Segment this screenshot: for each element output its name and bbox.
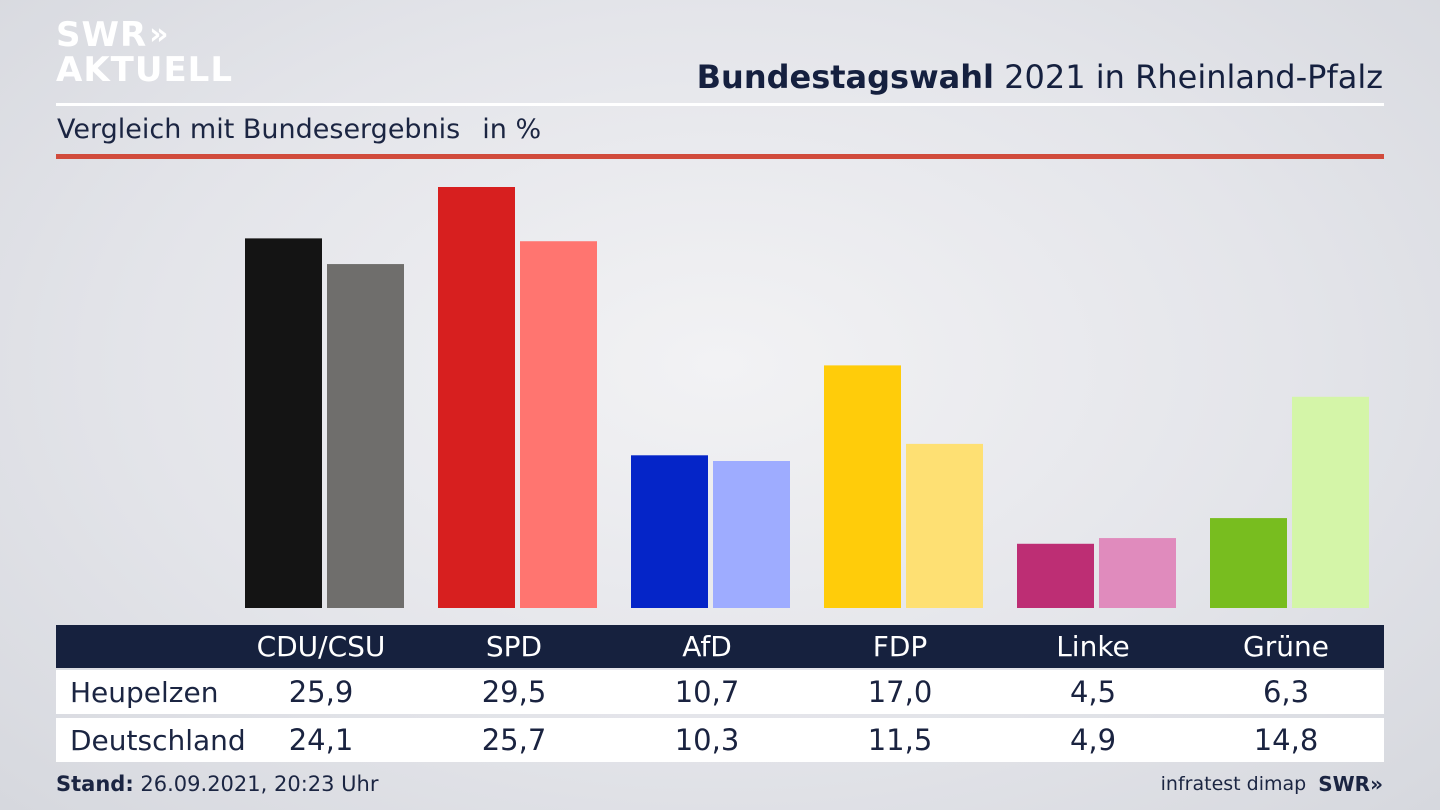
accent-divider [56,154,1384,159]
bar-spd-deutschland [520,241,597,608]
results-table: CDU/CSU SPD AfD FDP Linke Grüne Heupelze… [56,625,1384,762]
swr-brand-logo: SWR» [1318,772,1383,796]
bar-linke-heupelzen [1017,543,1094,608]
source-label: infratest dimap [1160,773,1307,795]
bar-grne-deutschland [1292,396,1369,608]
row-label: Heupelzen [70,675,219,709]
header-spd: SPD [485,630,543,663]
stand-timestamp: Stand: 26.09.2021, 20:23 Uhr [56,772,379,796]
bar-cducsu-deutschland [327,264,404,608]
table-cell: 4,5 [1069,675,1117,709]
swr-aktuell-logo: SWR» AKTUELL [56,15,234,90]
table-cell: 25,7 [481,723,547,757]
table-cell: 29,5 [481,675,547,709]
header-cdu-csu: CDU/CSU [256,630,386,663]
table-cell: 11,5 [867,723,933,757]
bar-chart [245,187,1369,608]
bar-fdp-heupelzen [824,365,901,608]
table-cell: 4,9 [1069,723,1117,757]
table-cell: 10,7 [674,675,740,709]
row-label: Deutschland [70,723,246,757]
table-row-deutschland: Deutschland 24,1 25,7 10,3 11,5 4,9 14,8 [56,718,1384,762]
table-cell: 14,8 [1253,723,1319,757]
header-linke: Linke [1056,630,1130,663]
title-divider [56,103,1384,106]
table-cell: 25,9 [288,675,354,709]
table-cell: 6,3 [1262,675,1310,709]
bar-fdp-deutschland [906,443,983,608]
chart-subtitle: Vergleich mit Bundesergebnis in % [57,114,542,145]
bar-linke-deutschland [1099,538,1176,608]
table-cell: 10,3 [674,723,740,757]
table-row-heupelzen: Heupelzen 25,9 29,5 10,7 17,0 4,5 6,3 [56,670,1384,714]
table-cell: 24,1 [288,723,354,757]
chart-title: Bundestagswahl 2021 in Rheinland-Pfalz [696,58,1383,96]
bar-grne-heupelzen [1210,518,1287,608]
bar-spd-heupelzen [438,187,515,608]
unit-label: in % [482,114,542,145]
header-fdp: FDP [872,630,928,663]
source-credit: infratest dimap SWR» [1161,772,1383,796]
table-header-row: CDU/CSU SPD AfD FDP Linke Grüne [56,625,1384,668]
header-gruene: Grüne [1243,630,1329,663]
header-afd: AfD [682,630,732,663]
bar-cducsu-heupelzen [245,238,322,608]
table-cell: 17,0 [867,675,933,709]
bar-afd-deutschland [713,461,790,608]
bar-afd-heupelzen [631,455,708,608]
